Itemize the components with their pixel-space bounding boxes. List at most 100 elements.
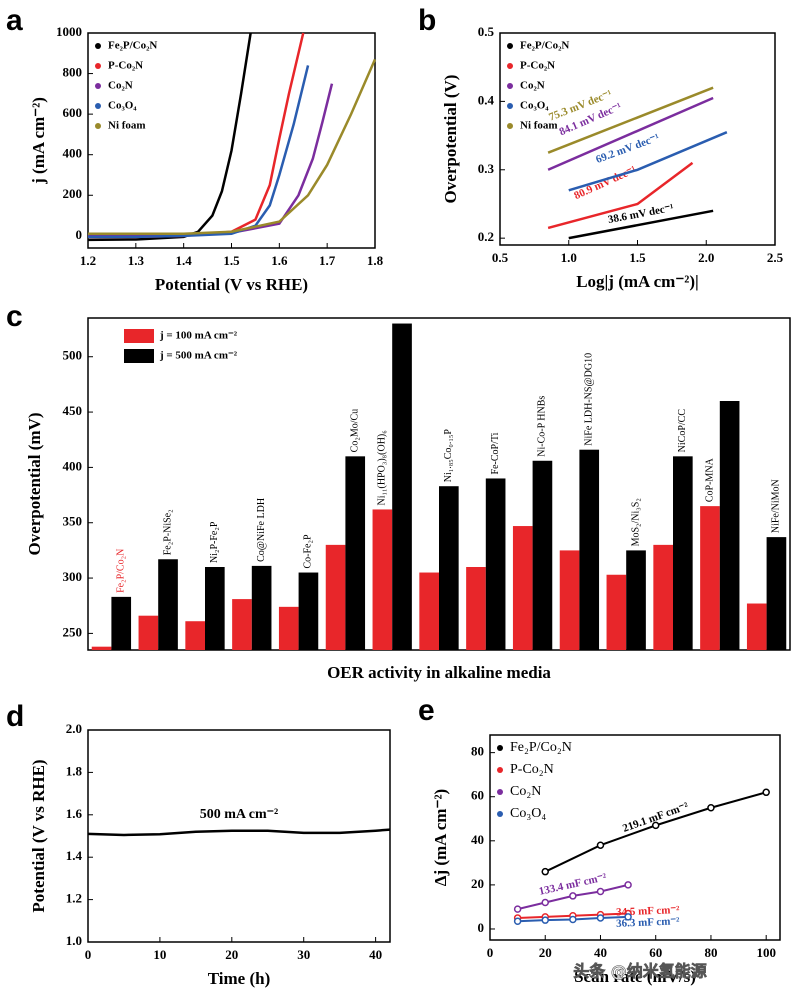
y-tick-label: 0.5 (478, 24, 495, 39)
bar (439, 486, 459, 650)
bar (251, 565, 272, 650)
x-tick-label: 0 (487, 945, 494, 960)
x-tick-label: 1.2 (80, 253, 96, 268)
category-label: Ni₂P-Fe₂P (209, 521, 220, 563)
category-label: NiFe LDH-NS@DG10 (584, 353, 595, 446)
x-axis-label: Potential (V vs RHE) (155, 275, 308, 294)
legend-label: j = 500 mA cm⁻² (159, 350, 238, 362)
category-label: Co₂Mo/Cu (350, 409, 361, 453)
y-tick-label: 350 (63, 514, 83, 529)
x-tick-label: 1.7 (319, 253, 336, 268)
category-label: NiCoP/CC (677, 409, 688, 453)
x-tick-label: 60 (649, 945, 662, 960)
y-tick-label: 0 (478, 920, 485, 935)
legend-label: Co₃O₄ (520, 100, 549, 112)
y-tick-label: 450 (63, 403, 83, 418)
series-line (568, 209, 714, 240)
category-label: Ni-Co-P HNBs (537, 396, 548, 457)
slope-annotation: 80.9 mV dec⁻¹ (572, 164, 638, 202)
series-line (87, 828, 391, 837)
legend-marker (507, 123, 513, 129)
y-tick-label: 20 (471, 876, 484, 891)
category-label: Co@NiFe LDH (256, 498, 267, 562)
legend-label: Co₃O₄ (510, 806, 546, 821)
legend-label: P-Co₂N (520, 60, 555, 72)
legend-marker (95, 63, 101, 69)
x-tick-label: 0 (85, 947, 92, 962)
category-label: Ni₁₁(HPO₃)₈(OH)₆ (377, 430, 388, 506)
y-tick-label: 400 (63, 458, 83, 473)
x-tick-label: 30 (297, 947, 310, 962)
bar (606, 574, 627, 650)
series-line (547, 96, 714, 171)
series-line (87, 32, 252, 242)
series-line (547, 86, 714, 154)
x-tick-label: 1.6 (271, 253, 288, 268)
bar (673, 456, 693, 650)
x-tick-label: 100 (756, 945, 776, 960)
panel-label: b (418, 4, 436, 37)
x-tick-label: 20 (225, 947, 238, 962)
data-point (541, 867, 549, 876)
y-tick-label: 800 (63, 65, 83, 80)
slope-annotation: 36.3 mF cm⁻² (616, 915, 681, 930)
bar (466, 567, 486, 650)
legend-marker (95, 83, 101, 89)
y-tick-label: 200 (63, 186, 83, 201)
category-label: NiFe/NiMoN (771, 479, 782, 533)
bar (485, 478, 506, 650)
bar (700, 506, 720, 650)
legend-label: P-Co₂N (108, 60, 143, 72)
x-axis-label: Log|j (mA cm⁻²)| (576, 272, 699, 291)
y-tick-label: 1.6 (66, 806, 83, 821)
bar (719, 401, 740, 650)
y-tick-label: 2.0 (66, 721, 82, 736)
y-tick-label: 0.2 (478, 229, 494, 244)
x-tick-label: 20 (539, 945, 552, 960)
bar (111, 596, 132, 650)
legend-label: j = 100 mA cm⁻² (159, 330, 238, 342)
legend-marker (507, 103, 513, 109)
bar (372, 509, 393, 650)
bar (325, 544, 346, 650)
x-tick-label: 1.3 (128, 253, 145, 268)
bar (653, 544, 673, 650)
y-tick-label: 1.2 (66, 891, 82, 906)
series-line (88, 58, 377, 236)
y-tick-label: 0 (76, 227, 83, 242)
bar (138, 615, 159, 650)
y-axis-label: j (mA cm⁻²) (29, 97, 48, 185)
plot-frame (87, 729, 391, 943)
category-label: CoP-MNA (704, 457, 715, 502)
y-tick-label: 400 (63, 146, 83, 161)
x-tick-label: 2.0 (698, 250, 714, 265)
x-tick-label: 10 (153, 947, 166, 962)
bar (392, 323, 412, 650)
data-point (624, 913, 632, 921)
legend-marker (95, 103, 101, 109)
y-axis-label: Potential (V vs RHE) (29, 759, 48, 912)
y-axis-label: Overpotential (V) (441, 75, 460, 204)
panel-label: e (418, 694, 435, 727)
legend-marker (95, 43, 101, 49)
bar (205, 567, 225, 650)
slope-annotation: 69.2 mV dec⁻¹ (594, 132, 661, 166)
y-axis-label: Overpotential (mV) (25, 412, 44, 555)
bar (559, 550, 580, 650)
x-tick-label: 1.4 (176, 253, 193, 268)
legend-marker (497, 745, 503, 751)
legend-label: Ni foam (520, 120, 558, 132)
y-tick-label: 40 (471, 832, 484, 847)
y-tick-label: 80 (471, 744, 484, 759)
category-label: MoS₂/Ni₃S₂ (630, 498, 641, 546)
y-tick-label: 1.8 (66, 763, 83, 778)
x-tick-label: 40 (594, 945, 607, 960)
panel-label: c (6, 300, 23, 333)
y-tick-label: 60 (471, 788, 484, 803)
y-tick-label: 1000 (56, 24, 82, 39)
x-tick-label: 1.8 (367, 253, 384, 268)
x-axis-label: Time (h) (208, 969, 271, 988)
panel-label: d (6, 700, 24, 733)
legend-label: Fe₂P/Co₂N (510, 740, 572, 755)
